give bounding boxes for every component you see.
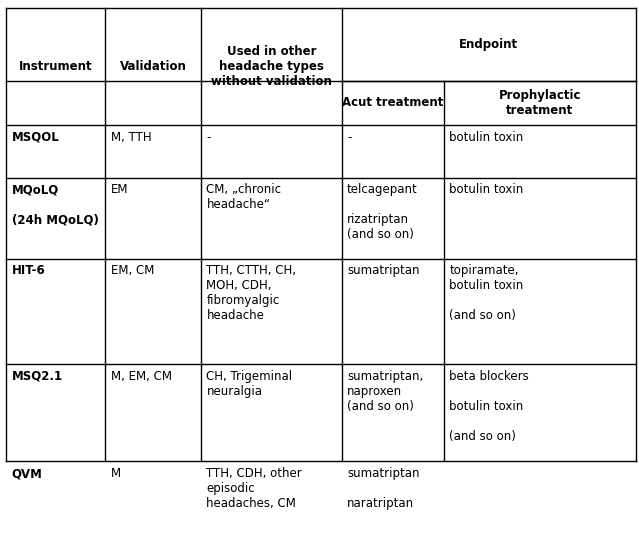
Text: topiramate,
botulin toxin

(and so on): topiramate, botulin toxin (and so on) [449,264,523,322]
Text: HIT-6: HIT-6 [12,264,45,277]
Text: CH, Trigeminal
neuralgia: CH, Trigeminal neuralgia [206,370,293,398]
Text: TTH, CTTH, CH,
MOH, CDH,
fibromyalgic
headache: TTH, CTTH, CH, MOH, CDH, fibromyalgic he… [206,264,296,322]
Text: TTH, CDH, other
episodic
headaches, CM: TTH, CDH, other episodic headaches, CM [206,467,302,510]
Text: telcagepant

rizatriptan
(and so on): telcagepant rizatriptan (and so on) [347,183,418,241]
Text: beta blockers

botulin toxin

(and so on): beta blockers botulin toxin (and so on) [449,370,529,443]
Text: sumatriptan: sumatriptan [347,264,419,277]
Text: EM, CM: EM, CM [111,264,154,277]
Text: CM, „chronic
headache“: CM, „chronic headache“ [206,183,281,211]
Text: -: - [347,131,351,143]
Text: Acut treatment: Acut treatment [343,96,443,110]
Text: Prophylactic
treatment: Prophylactic treatment [498,89,581,117]
Text: Used in other
headache types
without validation: Used in other headache types without val… [211,45,332,88]
Text: Instrument: Instrument [19,60,93,73]
Text: M, EM, CM: M, EM, CM [111,370,171,383]
Text: QVM: QVM [12,467,42,480]
Text: Endpoint: Endpoint [459,38,518,51]
Text: M, TTH: M, TTH [111,131,151,143]
Text: EM: EM [111,183,128,196]
Text: M: M [111,467,121,480]
Text: sumatriptan,
naproxen
(and so on): sumatriptan, naproxen (and so on) [347,370,423,413]
Text: botulin toxin: botulin toxin [449,131,523,143]
Text: MQoLQ

(24h MQoLQ): MQoLQ (24h MQoLQ) [12,183,98,226]
Text: Validation: Validation [120,60,187,73]
Text: botulin toxin: botulin toxin [449,183,523,196]
Text: MSQ2.1: MSQ2.1 [12,370,63,383]
Text: sumatriptan

naratriptan: sumatriptan naratriptan [347,467,419,510]
Text: -: - [206,131,211,143]
Text: MSQOL: MSQOL [12,131,59,143]
